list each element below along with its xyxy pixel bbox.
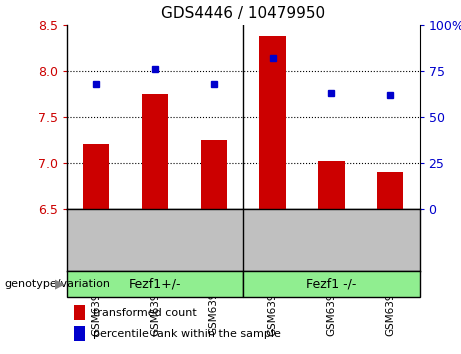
Title: GDS4446 / 10479950: GDS4446 / 10479950 bbox=[161, 6, 325, 21]
Text: Fezf1 -/-: Fezf1 -/- bbox=[306, 278, 356, 291]
Text: genotype/variation: genotype/variation bbox=[5, 279, 111, 289]
Bar bbox=[243, 271, 420, 297]
Text: Fezf1+/-: Fezf1+/- bbox=[129, 278, 181, 291]
Bar bbox=[74, 305, 85, 320]
Bar bbox=[83, 144, 109, 209]
Bar bbox=[318, 161, 344, 209]
Bar bbox=[377, 172, 403, 209]
Text: ▶: ▶ bbox=[55, 278, 65, 291]
Text: transformed count: transformed count bbox=[93, 308, 196, 318]
Bar bbox=[67, 271, 243, 297]
Bar bbox=[74, 326, 85, 341]
Bar bbox=[142, 94, 168, 209]
Bar bbox=[260, 36, 286, 209]
Text: percentile rank within the sample: percentile rank within the sample bbox=[93, 329, 280, 339]
Bar bbox=[201, 140, 227, 209]
